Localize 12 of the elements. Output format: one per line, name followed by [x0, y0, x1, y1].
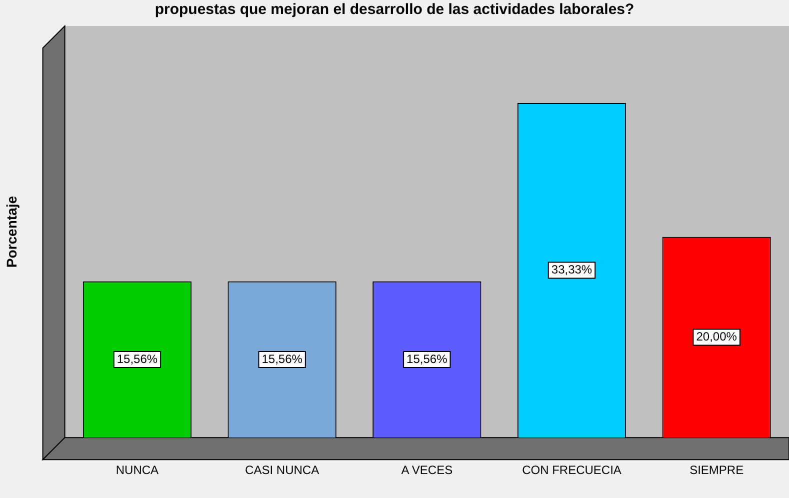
data-label: 33,33%: [551, 262, 592, 277]
x-tick-label: SIEMPRE: [690, 463, 744, 478]
x-tick-label: CON FRECUECIA: [522, 463, 622, 478]
x-tick-label: NUNCA: [116, 463, 159, 478]
data-label: 20,00%: [696, 330, 738, 344]
data-label: 15,56%: [406, 352, 448, 366]
y-axis-title: Porcentaje: [3, 196, 20, 268]
x-tick-label: A VECES: [401, 463, 453, 478]
chart-title: propuestas que mejoran el desarrollo de las actividades laborales?: [154, 1, 636, 18]
data-label: 15,56%: [262, 352, 303, 366]
data-label: 15,56%: [116, 352, 158, 366]
x-tick-label: CASI NUNCA: [245, 463, 320, 478]
